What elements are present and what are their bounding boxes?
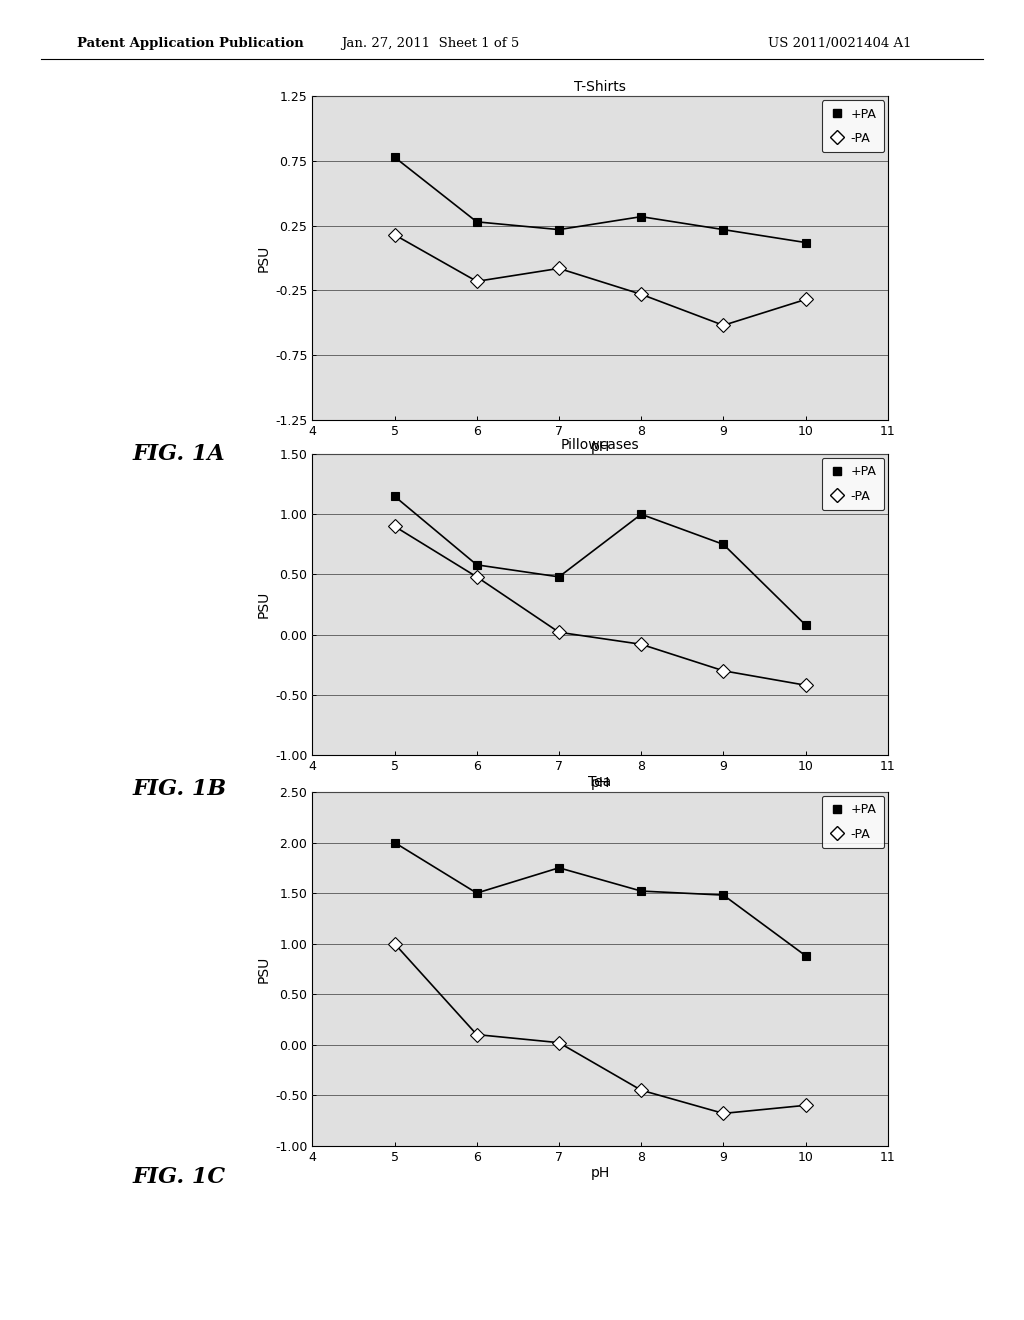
Line: +PA: +PA	[390, 838, 810, 960]
Text: Jan. 27, 2011  Sheet 1 of 5: Jan. 27, 2011 Sheet 1 of 5	[341, 37, 519, 50]
+PA	[388, 488, 400, 504]
Line: +PA: +PA	[390, 492, 810, 630]
Line: -PA: -PA	[390, 521, 810, 690]
-PA	[635, 1082, 647, 1098]
X-axis label: pH: pH	[591, 776, 609, 789]
+PA	[553, 569, 565, 585]
Y-axis label: PSU: PSU	[257, 591, 270, 618]
-PA	[717, 317, 729, 333]
+PA	[717, 887, 729, 903]
-PA	[388, 227, 400, 243]
-PA	[635, 286, 647, 302]
Text: US 2011/0021404 A1: US 2011/0021404 A1	[768, 37, 911, 50]
-PA	[800, 292, 812, 308]
Title: Pillowcases: Pillowcases	[561, 437, 639, 451]
-PA	[800, 1097, 812, 1113]
X-axis label: pH: pH	[591, 1167, 609, 1180]
+PA	[635, 507, 647, 523]
Text: FIG. 1A: FIG. 1A	[133, 444, 225, 465]
Title: T-Shirts: T-Shirts	[574, 79, 626, 94]
-PA	[800, 677, 812, 693]
-PA	[471, 1027, 483, 1043]
+PA	[388, 149, 400, 165]
-PA	[388, 936, 400, 952]
Legend: +PA, -PA: +PA, -PA	[822, 796, 884, 847]
-PA	[553, 624, 565, 640]
-PA	[717, 663, 729, 678]
-PA	[388, 519, 400, 535]
+PA	[635, 883, 647, 899]
Y-axis label: PSU: PSU	[257, 244, 270, 272]
-PA	[553, 260, 565, 276]
+PA	[553, 222, 565, 238]
+PA	[553, 859, 565, 875]
-PA	[471, 569, 483, 585]
+PA	[800, 235, 812, 251]
-PA	[471, 273, 483, 289]
+PA	[471, 886, 483, 902]
+PA	[717, 536, 729, 552]
Legend: +PA, -PA: +PA, -PA	[822, 458, 884, 510]
Line: -PA: -PA	[390, 939, 810, 1118]
Legend: +PA, -PA: +PA, -PA	[822, 100, 884, 152]
+PA	[388, 834, 400, 850]
Text: Patent Application Publication: Patent Application Publication	[77, 37, 303, 50]
+PA	[800, 618, 812, 634]
-PA	[553, 1035, 565, 1051]
Line: +PA: +PA	[390, 153, 810, 247]
+PA	[717, 222, 729, 238]
+PA	[471, 557, 483, 573]
X-axis label: pH: pH	[591, 441, 609, 454]
+PA	[800, 948, 812, 964]
Text: FIG. 1C: FIG. 1C	[133, 1167, 225, 1188]
Title: Tea: Tea	[589, 775, 611, 789]
+PA	[471, 214, 483, 230]
Y-axis label: PSU: PSU	[257, 956, 270, 982]
Text: FIG. 1B: FIG. 1B	[132, 779, 226, 800]
-PA	[635, 636, 647, 652]
-PA	[717, 1105, 729, 1121]
Line: -PA: -PA	[390, 230, 810, 330]
+PA	[635, 209, 647, 224]
